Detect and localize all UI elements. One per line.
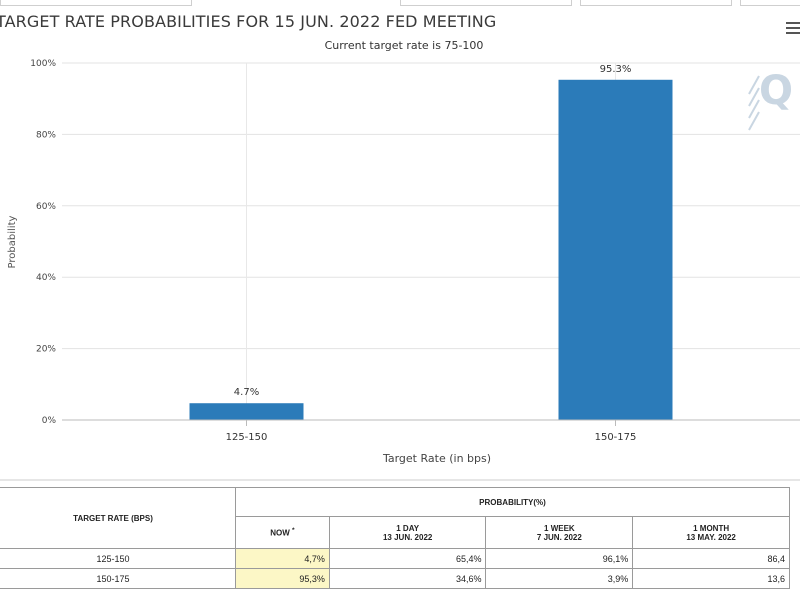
top-tab-strip: [0, 0, 800, 6]
bar-chart: 0% 20% 40% 60% 80% 100% 4.7% 95.3% 125-150 150-…: [7, 59, 800, 465]
row-1week: 3,9%: [485, 568, 634, 589]
y-tick-label: 100%: [30, 59, 56, 69]
top-tab-1[interactable]: [0, 0, 192, 6]
watermark-text: Q: [759, 68, 794, 114]
header-1week: 1 WEEK 7 JUN. 2022: [485, 516, 634, 549]
y-tick-label: 20%: [36, 345, 56, 355]
row-1month: 13,6: [632, 568, 790, 589]
row-1day: 34,6%: [328, 568, 487, 589]
header-target-rate: TARGET RATE (BPS): [0, 487, 237, 549]
row-1day: 65,4%: [328, 548, 487, 569]
section-divider: [0, 479, 800, 481]
chart-subtitle: Current target rate is 75-100: [324, 39, 484, 52]
chart-title: TARGET RATE PROBABILITIES FOR 15 JUN. 20…: [0, 12, 497, 31]
x-category-label: 125-150: [226, 432, 268, 443]
y-axis-title: Probability: [7, 215, 18, 268]
header-1week-date: 7 JUN. 2022: [536, 532, 582, 542]
y-axis-ticks: 0% 20% 40% 60% 80% 100%: [30, 59, 56, 426]
header-now-label: NOW: [270, 529, 290, 539]
x-axis-categories: 125-150 150-175: [62, 419, 800, 443]
header-1month-label: 1 MONTH: [693, 523, 730, 533]
bar-data-label: 95.3%: [600, 64, 632, 75]
header-now: NOW *: [235, 516, 330, 549]
x-category-label: 150-175: [595, 432, 637, 443]
row-now: 95,3%: [235, 568, 330, 589]
header-1day-label: 1 DAY: [396, 523, 420, 533]
y-tick-label: 80%: [36, 130, 56, 140]
probability-table: TARGET RATE (BPS) PROBABILITY(%) NOW * 1…: [0, 486, 790, 589]
row-1month: 86,4: [632, 548, 790, 569]
x-axis-title: Target Rate (in bps): [382, 452, 491, 465]
top-tab-3[interactable]: [580, 0, 732, 6]
header-1day-date: 13 JUN. 2022: [382, 532, 433, 542]
row-now: 4,7%: [235, 548, 330, 569]
row-rate: 150-175: [0, 568, 237, 589]
gridlines: [62, 62, 800, 421]
header-1week-label: 1 WEEK: [544, 523, 575, 533]
hamburger-menu-icon[interactable]: [786, 22, 800, 36]
header-1day: 1 DAY 13 JUN. 2022: [328, 516, 487, 549]
table-row: 150-175 95,3% 34,6% 3,9% 13,6: [0, 568, 790, 589]
top-tab-2[interactable]: [400, 0, 572, 6]
row-rate: 125-150: [0, 548, 237, 569]
bar[interactable]: [558, 79, 673, 421]
y-tick-label: 60%: [36, 202, 56, 212]
bars: 4.7% 95.3%: [189, 64, 673, 421]
y-tick-label: 40%: [36, 273, 56, 283]
header-now-mark: *: [292, 527, 295, 535]
watermark-logo: Q: [745, 68, 794, 131]
header-1month: 1 MONTH 13 MAY. 2022: [632, 516, 790, 549]
bar[interactable]: [189, 403, 304, 420]
header-probability: PROBABILITY(%): [235, 486, 790, 518]
watermark-lines-icon: [748, 75, 760, 131]
top-tab-4[interactable]: [740, 0, 800, 6]
bar-data-label: 4.7%: [234, 387, 259, 398]
row-1week: 96,1%: [485, 548, 634, 569]
y-tick-label: 0%: [42, 416, 57, 426]
header-1month-date: 13 MAY. 2022: [686, 532, 736, 542]
table-row: 125-150 4,7% 65,4% 96,1% 86,4: [0, 548, 790, 569]
